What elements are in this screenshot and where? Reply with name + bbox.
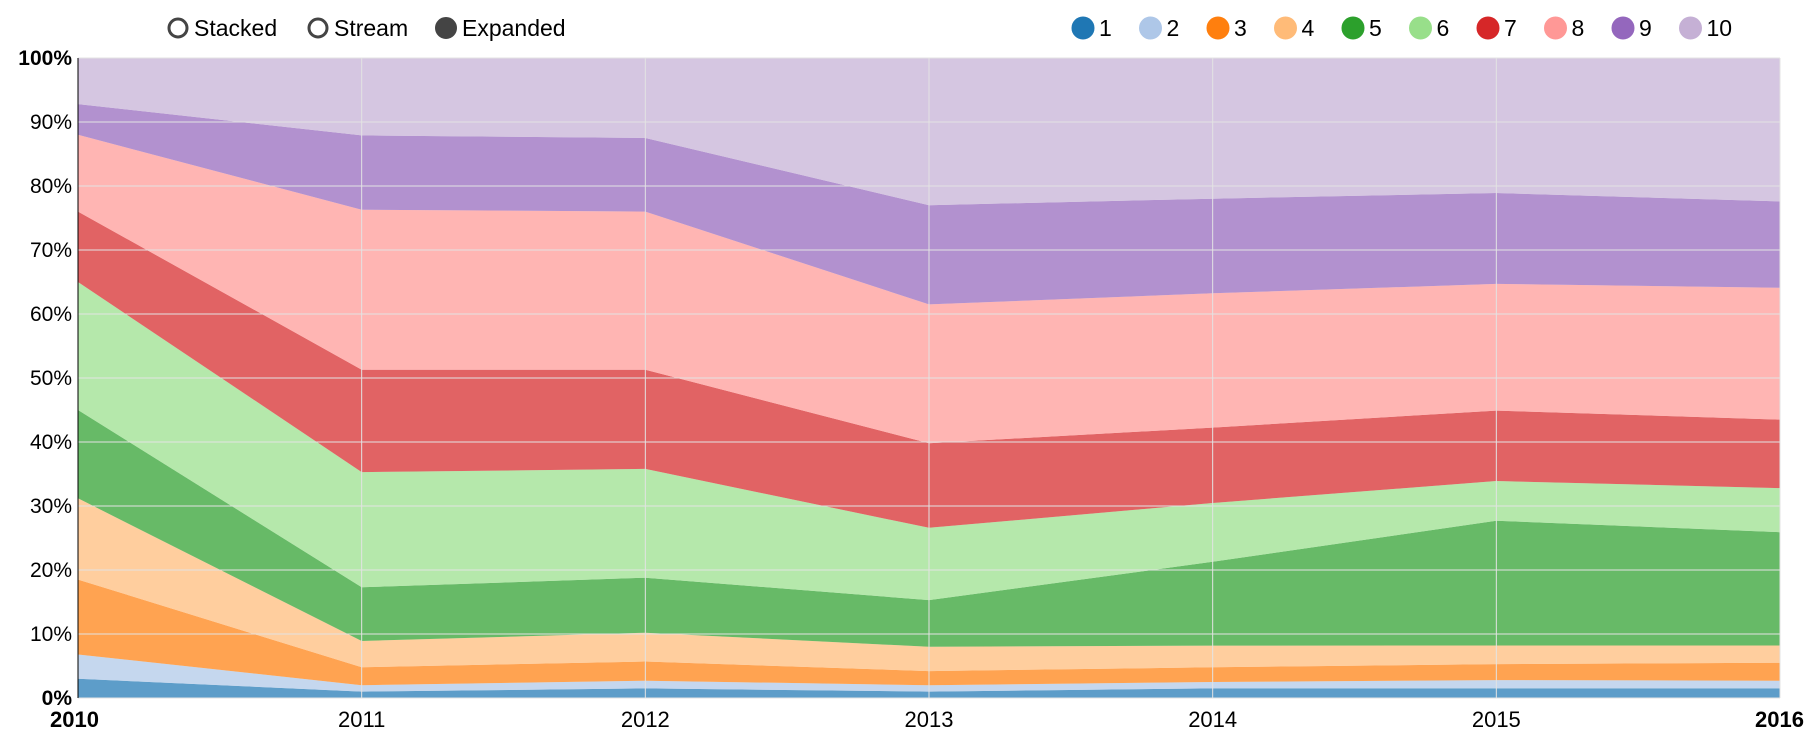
expanded-mode-radio[interactable]: Expanded bbox=[435, 15, 566, 41]
y-tick-label: 40% bbox=[30, 431, 72, 454]
legend-swatch-icon bbox=[1679, 16, 1702, 40]
stacked-mode-label: Stacked bbox=[194, 15, 277, 41]
grid-lines bbox=[77, 57, 1781, 699]
series-3-area[interactable] bbox=[78, 579, 1780, 686]
y-tick-label: 70% bbox=[30, 239, 72, 262]
series-8-area[interactable] bbox=[78, 134, 1780, 444]
legend-label: 5 bbox=[1369, 15, 1382, 41]
legend-label: 9 bbox=[1639, 15, 1652, 41]
radio-icon bbox=[167, 17, 189, 39]
legend-item-5[interactable]: 5 bbox=[1341, 15, 1382, 41]
legend-item-4[interactable]: 4 bbox=[1274, 15, 1315, 41]
expanded-mode-label: Expanded bbox=[462, 15, 566, 41]
legend-label: 2 bbox=[1167, 15, 1180, 41]
legend-label: 6 bbox=[1437, 15, 1450, 41]
x-tick-label: 2014 bbox=[1188, 707, 1237, 732]
series-4-area[interactable] bbox=[78, 498, 1780, 672]
series-7-area[interactable] bbox=[78, 211, 1780, 528]
legend-item-9[interactable]: 9 bbox=[1611, 15, 1652, 41]
series-9-area[interactable] bbox=[78, 104, 1780, 305]
y-tick-label: 60% bbox=[30, 303, 72, 326]
legend-label: 3 bbox=[1234, 15, 1247, 41]
stream-mode-label: Stream bbox=[334, 15, 408, 41]
series-2-area[interactable] bbox=[78, 654, 1780, 692]
series-5-area[interactable] bbox=[78, 410, 1780, 647]
y-tick-label: 30% bbox=[30, 495, 72, 518]
y-tick-label: 100% bbox=[18, 47, 72, 70]
stacked-mode-radio[interactable]: Stacked bbox=[167, 15, 277, 41]
legend-label: 1 bbox=[1099, 15, 1112, 41]
chart-mode-controls: Stacked Stream Expanded bbox=[167, 15, 566, 41]
legend-item-1[interactable]: 1 bbox=[1071, 15, 1112, 41]
series-1-area[interactable] bbox=[78, 678, 1780, 698]
y-tick-label: 90% bbox=[30, 111, 72, 134]
y-axis: 0% 10% 20% 30% 40% 50% 60% 70% 80% 90% 100% bbox=[18, 47, 79, 710]
y-tick-label: 80% bbox=[30, 175, 72, 198]
legend-item-8[interactable]: 8 bbox=[1544, 15, 1585, 41]
legend-label: 7 bbox=[1504, 15, 1517, 41]
chart-legend: 1 2 3 4 5 6 7 8 9 10 bbox=[1071, 15, 1733, 41]
radio-icon bbox=[307, 17, 329, 39]
legend-item-7[interactable]: 7 bbox=[1476, 15, 1517, 41]
legend-swatch-icon bbox=[1341, 16, 1365, 40]
legend-swatch-icon bbox=[1274, 16, 1297, 40]
x-axis: 2010 2011 2012 2013 2014 2015 2016 bbox=[50, 707, 1804, 732]
series-6-area[interactable] bbox=[78, 282, 1780, 601]
x-tick-label: 2011 bbox=[338, 707, 385, 732]
legend-swatch-icon bbox=[1544, 16, 1567, 40]
legend-label: 4 bbox=[1302, 15, 1315, 41]
stream-mode-radio[interactable]: Stream bbox=[307, 15, 408, 41]
y-tick-label: 50% bbox=[30, 367, 72, 390]
plot-area: 0%10%20%30%40%50%60%70%80%90%100% 2010 20… bbox=[18, 47, 1804, 732]
radio-icon bbox=[435, 17, 457, 39]
x-tick-label: 2013 bbox=[905, 707, 954, 732]
legend-item-10[interactable]: 10 bbox=[1679, 15, 1733, 41]
legend-label: 8 bbox=[1572, 15, 1585, 41]
legend-label: 10 bbox=[1707, 15, 1733, 41]
legend-swatch-icon bbox=[1409, 16, 1432, 40]
y-tick-label: 20% bbox=[30, 559, 72, 582]
legend-swatch-icon bbox=[1206, 16, 1230, 40]
legend-swatch-icon bbox=[1139, 16, 1162, 40]
x-tick-label: 2010 bbox=[50, 707, 99, 732]
x-tick-label: 2016 bbox=[1755, 707, 1804, 732]
legend-item-2[interactable]: 2 bbox=[1139, 15, 1180, 41]
y-tick-label: 10% bbox=[30, 623, 72, 646]
x-tick-label: 2015 bbox=[1472, 707, 1521, 732]
y-tick-label: 0% bbox=[42, 687, 73, 710]
legend-item-3[interactable]: 3 bbox=[1206, 15, 1247, 41]
legend-swatch-icon bbox=[1611, 16, 1635, 40]
legend-item-6[interactable]: 6 bbox=[1409, 15, 1450, 41]
x-tick-label: 2012 bbox=[621, 707, 670, 732]
legend-swatch-icon bbox=[1476, 16, 1500, 40]
legend-swatch-icon bbox=[1071, 16, 1095, 40]
